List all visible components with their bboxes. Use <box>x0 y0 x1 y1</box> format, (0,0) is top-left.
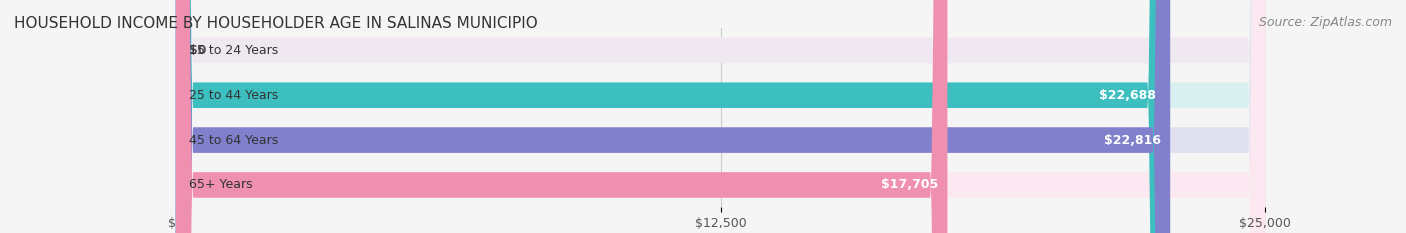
FancyBboxPatch shape <box>176 0 1265 233</box>
Text: $17,705: $17,705 <box>882 178 939 192</box>
Text: $22,816: $22,816 <box>1105 134 1161 147</box>
FancyBboxPatch shape <box>176 0 1265 233</box>
Text: $22,688: $22,688 <box>1099 89 1156 102</box>
Text: 25 to 44 Years: 25 to 44 Years <box>188 89 278 102</box>
FancyBboxPatch shape <box>176 0 1170 233</box>
Text: $0: $0 <box>188 44 207 57</box>
FancyBboxPatch shape <box>176 0 1265 233</box>
Text: 15 to 24 Years: 15 to 24 Years <box>188 44 278 57</box>
FancyBboxPatch shape <box>176 0 1164 233</box>
Text: HOUSEHOLD INCOME BY HOUSEHOLDER AGE IN SALINAS MUNICIPIO: HOUSEHOLD INCOME BY HOUSEHOLDER AGE IN S… <box>14 16 538 31</box>
FancyBboxPatch shape <box>176 0 1265 233</box>
Text: 65+ Years: 65+ Years <box>188 178 253 192</box>
Text: 45 to 64 Years: 45 to 64 Years <box>188 134 278 147</box>
Text: Source: ZipAtlas.com: Source: ZipAtlas.com <box>1258 16 1392 29</box>
FancyBboxPatch shape <box>176 0 948 233</box>
